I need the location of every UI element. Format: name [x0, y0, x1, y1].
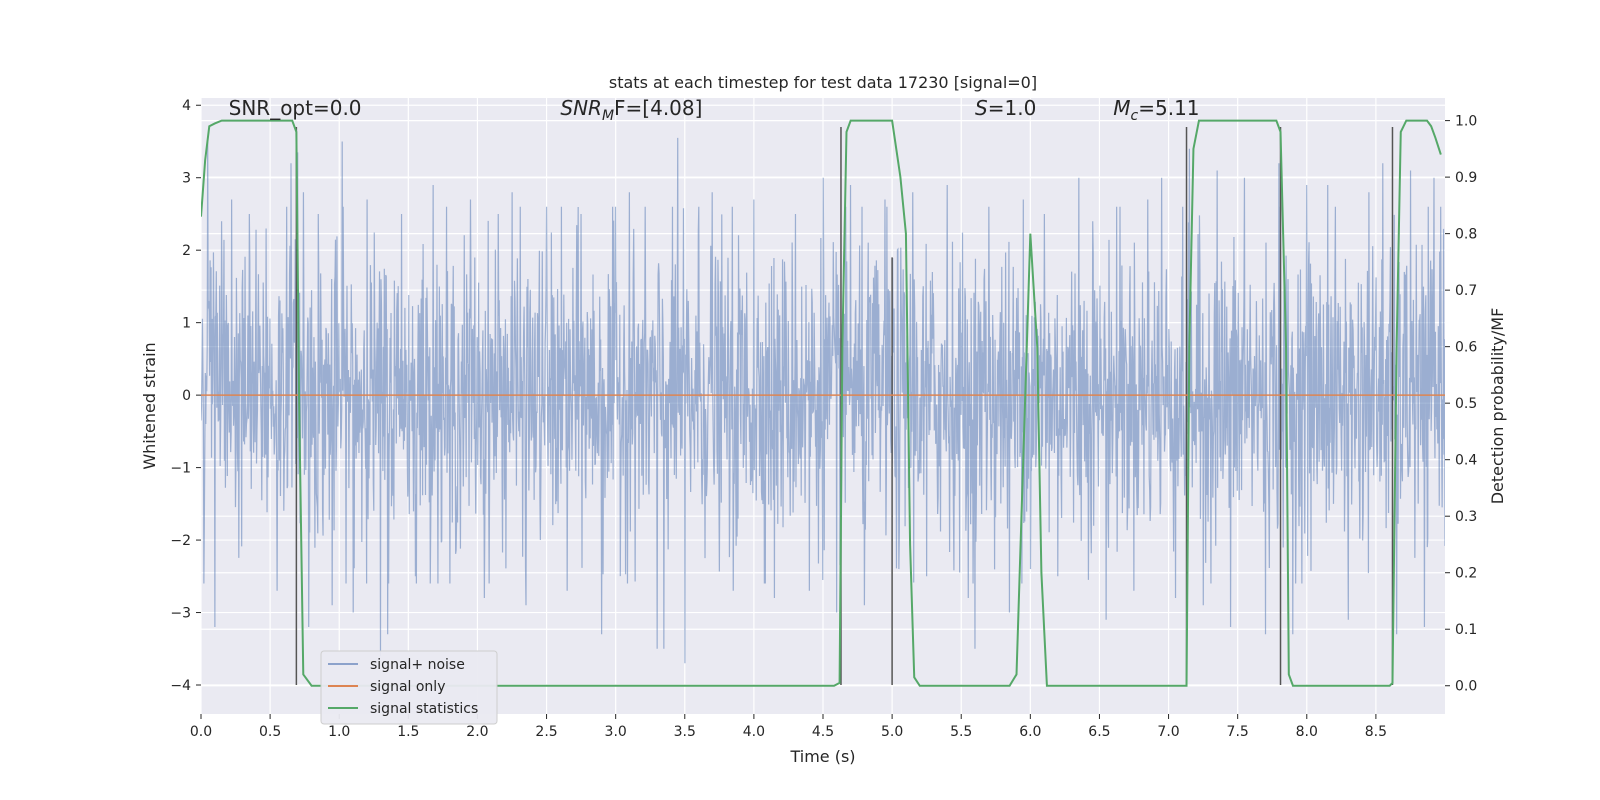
y-left-tick-label: 1	[182, 316, 191, 332]
x-tick-label: 6.0	[1019, 724, 1041, 740]
y-right-tick-label: 0.0	[1455, 679, 1477, 695]
x-tick-label: 0.0	[190, 724, 212, 740]
x-tick-label: 2.0	[466, 724, 488, 740]
y-left-tick-label: −3	[170, 606, 191, 622]
x-tick-label: 4.5	[812, 724, 834, 740]
x-tick-label: 1.5	[397, 724, 419, 740]
annotation-text: S=1.0	[975, 96, 1036, 120]
y-left-tick-label: 0	[182, 388, 191, 404]
x-axis-label: Time (s)	[789, 747, 855, 766]
annotation-text: SNRMF=[4.08]	[560, 96, 702, 124]
annotation-text: Mc=5.11	[1113, 96, 1199, 124]
y-left-tick-label: 4	[182, 98, 191, 114]
legend-label-signal-noise: signal+ noise	[370, 657, 465, 673]
y-left-tick-label: −4	[170, 678, 191, 694]
y-left-tick-label: −2	[170, 533, 191, 549]
x-tick-label: 8.5	[1365, 724, 1387, 740]
y-right-tick-label: 0.9	[1455, 170, 1477, 186]
signal-noise-series	[201, 137, 1445, 664]
x-tick-label: 5.0	[881, 724, 903, 740]
series-signal-statistics	[201, 119, 1442, 687]
y-left-tick-label: −1	[170, 461, 191, 477]
y-right-tick-label: 0.1	[1455, 622, 1477, 638]
y-axis-right-label: Detection probability/MF	[1488, 308, 1507, 505]
line-series	[201, 119, 1445, 687]
annotations: SNR_opt=0.0 SNRMF=[4.08] S=1.0 Mc=5.11	[229, 96, 1200, 124]
y-left-tick-label: 2	[182, 243, 191, 259]
x-tick-label: 8.0	[1296, 724, 1318, 740]
x-tick-label: 0.5	[259, 724, 281, 740]
legend-label-signal-statistics: signal statistics	[370, 701, 478, 717]
y-right-tick-label: 0.2	[1455, 566, 1477, 582]
y-left-tick-label: 3	[182, 171, 191, 187]
tick-labels: 0.0 0.5 1.0 1.5 2.0 2.5 3.0 3.5 4.0 4.5 5.0 5.5 6.0 6…	[170, 98, 1477, 740]
chart-title: stats at each timestep for test data 172…	[609, 73, 1037, 92]
y-axis-left-label: Whitened strain	[140, 342, 159, 469]
x-tick-label: 7.5	[1227, 724, 1249, 740]
x-tick-label: 3.0	[605, 724, 627, 740]
y-right-tick-label: 0.8	[1455, 227, 1477, 243]
x-tick-label: 6.5	[1088, 724, 1110, 740]
x-tick-label: 3.5	[674, 724, 696, 740]
legend-label-signal-only: signal only	[370, 679, 445, 695]
legend: signal+ noise signal only signal statist…	[320, 650, 498, 725]
x-tick-label: 5.5	[950, 724, 972, 740]
y-right-tick-label: 1.0	[1455, 114, 1477, 130]
y-right-tick-label: 0.3	[1455, 509, 1477, 525]
annotation-text: SNR_opt=0.0	[229, 96, 362, 120]
x-tick-label: 2.5	[535, 724, 557, 740]
legend-box	[320, 650, 498, 725]
y-right-tick-label: 0.4	[1455, 453, 1477, 469]
y-right-tick-label: 0.5	[1455, 396, 1477, 412]
y-right-tick-label: 0.7	[1455, 283, 1477, 299]
x-tick-label: 7.0	[1157, 724, 1179, 740]
y-right-tick-label: 0.6	[1455, 340, 1477, 356]
series-signal-noise	[201, 137, 1445, 664]
x-tick-label: 1.0	[328, 724, 350, 740]
x-tick-label: 4.0	[743, 724, 765, 740]
